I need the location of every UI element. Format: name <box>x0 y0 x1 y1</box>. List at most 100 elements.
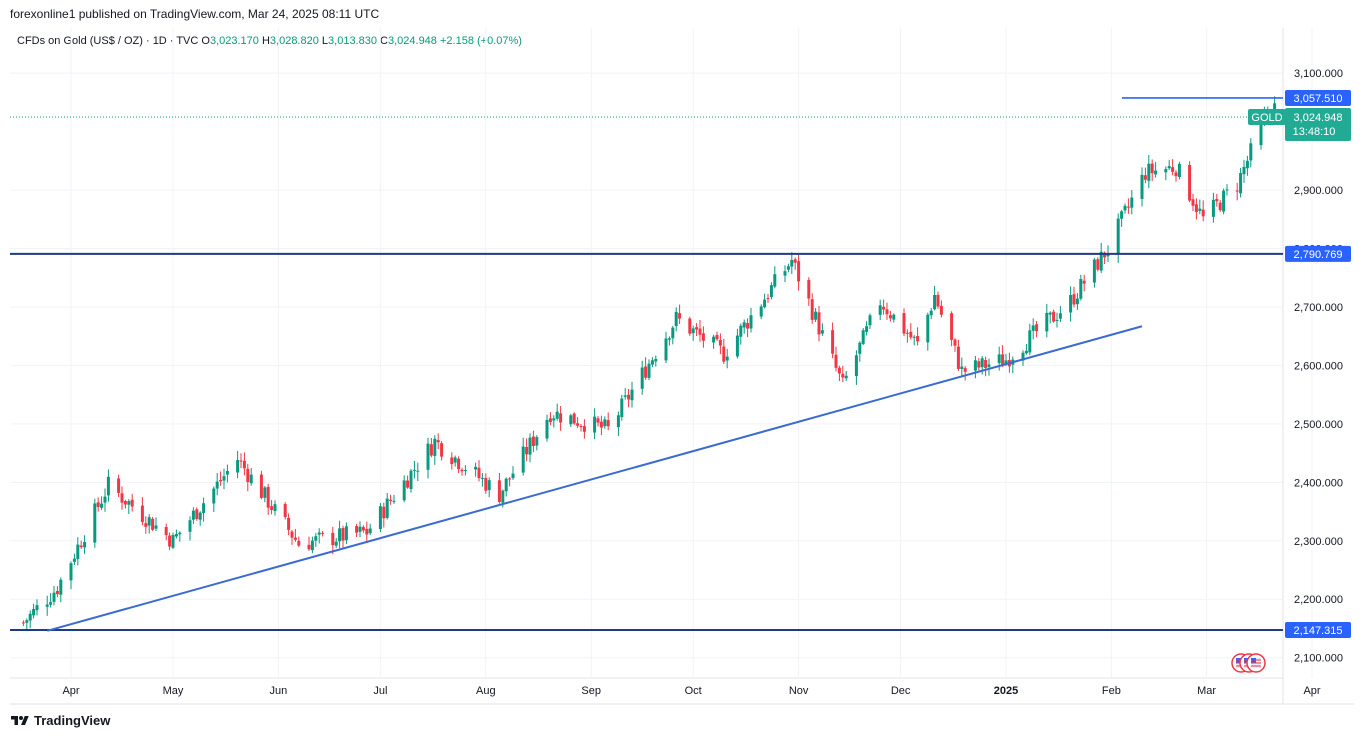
candle-body <box>358 526 362 532</box>
candle-body <box>599 421 603 428</box>
candle-body <box>902 313 906 334</box>
candle-body <box>453 457 457 463</box>
candle-body <box>531 436 535 447</box>
candle-body <box>331 532 335 546</box>
candle-body <box>786 266 790 270</box>
candle-body <box>171 535 175 548</box>
candle-body <box>1116 218 1120 255</box>
candle-body <box>283 503 287 518</box>
candle-body <box>746 322 750 329</box>
candle-body <box>783 271 787 276</box>
candle-body <box>463 470 467 472</box>
candle-body <box>236 460 240 473</box>
y-tick-label: 2,600.000 <box>1294 360 1343 372</box>
candle-body <box>1225 189 1229 191</box>
candle-body <box>1072 294 1076 305</box>
candle-body <box>1052 311 1056 322</box>
candle-body <box>1143 175 1147 180</box>
candle-body <box>722 346 726 362</box>
legend-change: +2.158 (+0.07%) <box>439 35 522 47</box>
y-tick-label: 2,200.000 <box>1294 594 1343 606</box>
legend-high: 3,028.820 <box>269 35 319 47</box>
candle-body <box>1140 174 1144 199</box>
candle-body <box>457 458 461 470</box>
symbol-badge <box>1248 109 1286 126</box>
candle-body <box>640 367 644 389</box>
x-tick-label: Jul <box>373 685 387 697</box>
candle-body <box>416 470 420 472</box>
candle-body <box>528 437 532 455</box>
candle-body <box>55 590 59 595</box>
candle-body <box>763 299 767 308</box>
candle-body <box>1082 280 1086 284</box>
candle-body <box>368 528 372 534</box>
candle-body <box>1092 259 1096 283</box>
candle-body <box>593 416 597 433</box>
candle-body <box>678 313 682 319</box>
candle-body <box>623 395 627 397</box>
legend-close-label: C <box>380 35 388 47</box>
candle-body <box>96 502 100 507</box>
x-tick-label: 2025 <box>994 685 1018 697</box>
candle-body <box>603 419 607 427</box>
candle-body <box>1235 190 1239 192</box>
candle-body <box>1150 163 1154 174</box>
candle-body <box>406 480 410 488</box>
candle-body <box>559 413 563 423</box>
candle-body <box>429 444 433 456</box>
candle-body <box>1242 166 1246 175</box>
candle-body <box>188 520 192 532</box>
candle-body <box>487 480 491 491</box>
candle-body <box>1201 209 1205 217</box>
candle-body <box>810 299 814 320</box>
candle-body <box>977 361 981 368</box>
candle-body <box>297 540 301 546</box>
y-tick-label: 2,500.000 <box>1294 419 1343 431</box>
drawn-lines <box>10 97 1283 632</box>
candle-body <box>1079 279 1083 299</box>
candle-body <box>123 501 127 505</box>
candle-body <box>820 330 824 334</box>
candle-body <box>909 331 913 338</box>
candle-body <box>1035 324 1039 332</box>
y-tick-label: 2,100.000 <box>1294 653 1343 665</box>
candle-body <box>140 505 144 522</box>
candle-body <box>246 468 250 482</box>
footer-brand[interactable]: TradingView <box>10 713 110 728</box>
candle-body <box>154 525 158 529</box>
candle-body <box>698 328 702 335</box>
candle-body <box>355 526 359 533</box>
candle-body <box>106 476 110 496</box>
candle-body <box>338 528 342 542</box>
candle-body <box>219 479 223 482</box>
candle-body <box>1147 163 1151 181</box>
candle-body <box>168 535 172 547</box>
candle-body <box>905 332 909 334</box>
candle-body <box>854 355 858 377</box>
candle-body <box>1218 202 1222 211</box>
chart-grid <box>10 28 1354 705</box>
candle-body <box>45 604 49 607</box>
support-trendline <box>46 325 1143 632</box>
candle-body <box>885 309 889 315</box>
candle-body <box>769 285 773 298</box>
legend-close: 3,024.948 <box>387 35 437 47</box>
y-tick-label: 2,300.000 <box>1294 536 1343 548</box>
legend-open: 3,023.170 <box>209 35 259 47</box>
candle-body <box>480 477 484 479</box>
candle-body <box>1048 312 1052 315</box>
x-tick-label: Oct <box>685 685 702 697</box>
candle-body <box>596 418 600 423</box>
publisher-header: forexonline1 published on TradingView.co… <box>10 7 380 21</box>
candle-body <box>739 325 743 337</box>
candle-body <box>650 360 654 365</box>
candle-body <box>521 446 525 473</box>
candle-body <box>49 602 53 605</box>
candle-body <box>797 261 801 282</box>
candle-body <box>1154 170 1158 175</box>
candle-body <box>249 474 253 484</box>
candle-body <box>263 487 267 498</box>
candle-body <box>987 364 991 367</box>
candle-body <box>582 426 586 432</box>
